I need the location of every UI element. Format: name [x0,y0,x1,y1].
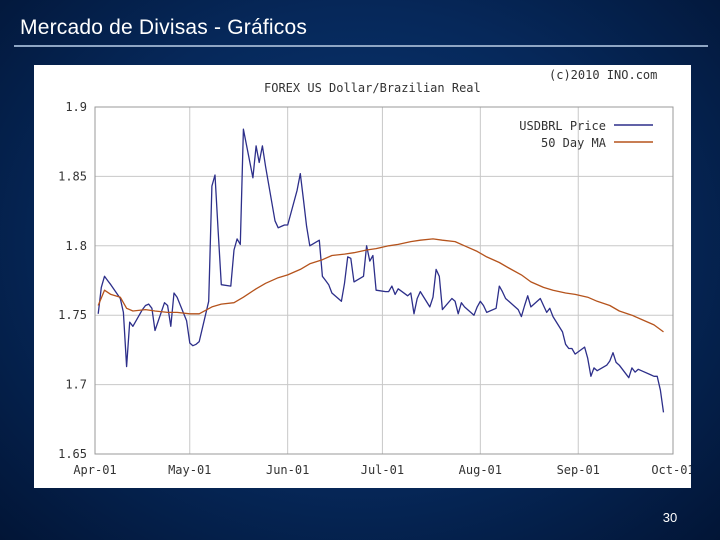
legend-label-price: USDBRL Price [519,119,606,133]
series-layer [97,128,665,413]
legend-label-ma: 50 Day MA [541,136,607,150]
grid-layer [94,106,674,455]
x-tick-label: Apr-01 [73,463,116,477]
slide-title: Mercado de Divisas - Gráficos [20,16,308,39]
chart-title: FOREX US Dollar/Brazilian Real [264,81,481,95]
y-tick-label: 1.8 [65,239,87,253]
x-tick-label: Jul-01 [361,463,404,477]
forex-line-chart: 1.65 1.7 1.75 1.8 1.85 1.9 Apr-01 May-01 Jun-01 J… [58,68,691,477]
tick-labels: 1.65 1.7 1.75 1.8 1.85 1.9 Apr-01 May-01 Jun-01 J… [58,100,691,477]
x-tick-label: Aug-01 [459,463,502,477]
series-line-50-day-ma [97,238,664,333]
title-divider [14,45,708,47]
y-tick-label: 1.75 [58,308,87,322]
y-tick-label: 1.65 [58,447,87,461]
y-tick-label: 1.7 [65,378,87,392]
y-tick-label: 1.85 [58,169,87,183]
x-tick-label: Jun-01 [266,463,309,477]
x-tick-label: Sep-01 [557,463,600,477]
page-number: 30 [662,510,678,525]
chart-panel: 1.65 1.7 1.75 1.8 1.85 1.9 Apr-01 May-01 Jun-01 J… [34,65,691,488]
chart-legend: USDBRL Price 50 Day MA [519,119,653,150]
plot-frame [94,106,674,455]
y-tick-label: 1.9 [65,100,87,114]
copyright-label: (c)2010 INO.com [549,68,657,82]
series-line-usdbrl-price [97,128,665,413]
x-tick-label: Oct-01 [651,463,691,477]
x-tick-label: May-01 [168,463,211,477]
